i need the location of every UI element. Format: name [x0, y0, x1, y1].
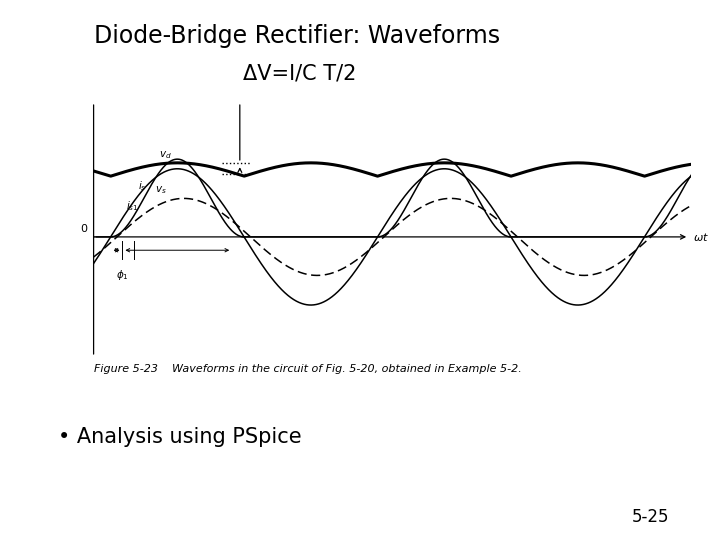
Text: $i_{s1}$: $i_{s1}$ — [125, 199, 138, 213]
Text: Diode-Bridge Rectifier: Waveforms: Diode-Bridge Rectifier: Waveforms — [94, 24, 500, 48]
Text: • Analysis using PSpice: • Analysis using PSpice — [58, 427, 301, 447]
Text: $\omega t$: $\omega t$ — [693, 231, 709, 243]
Text: $v_s$: $v_s$ — [156, 184, 167, 196]
Text: ΔV=I/C T/2: ΔV=I/C T/2 — [243, 64, 357, 84]
Text: 0: 0 — [80, 224, 87, 234]
Text: $v_d$: $v_d$ — [159, 149, 172, 160]
Text: 5-25: 5-25 — [632, 509, 670, 526]
Text: $\phi_1$: $\phi_1$ — [116, 268, 129, 282]
Text: Figure 5-23    Waveforms in the circuit of Fig. 5-20, obtained in Example 5-2.: Figure 5-23 Waveforms in the circuit of … — [94, 364, 521, 375]
Text: $i_s$: $i_s$ — [138, 179, 147, 193]
